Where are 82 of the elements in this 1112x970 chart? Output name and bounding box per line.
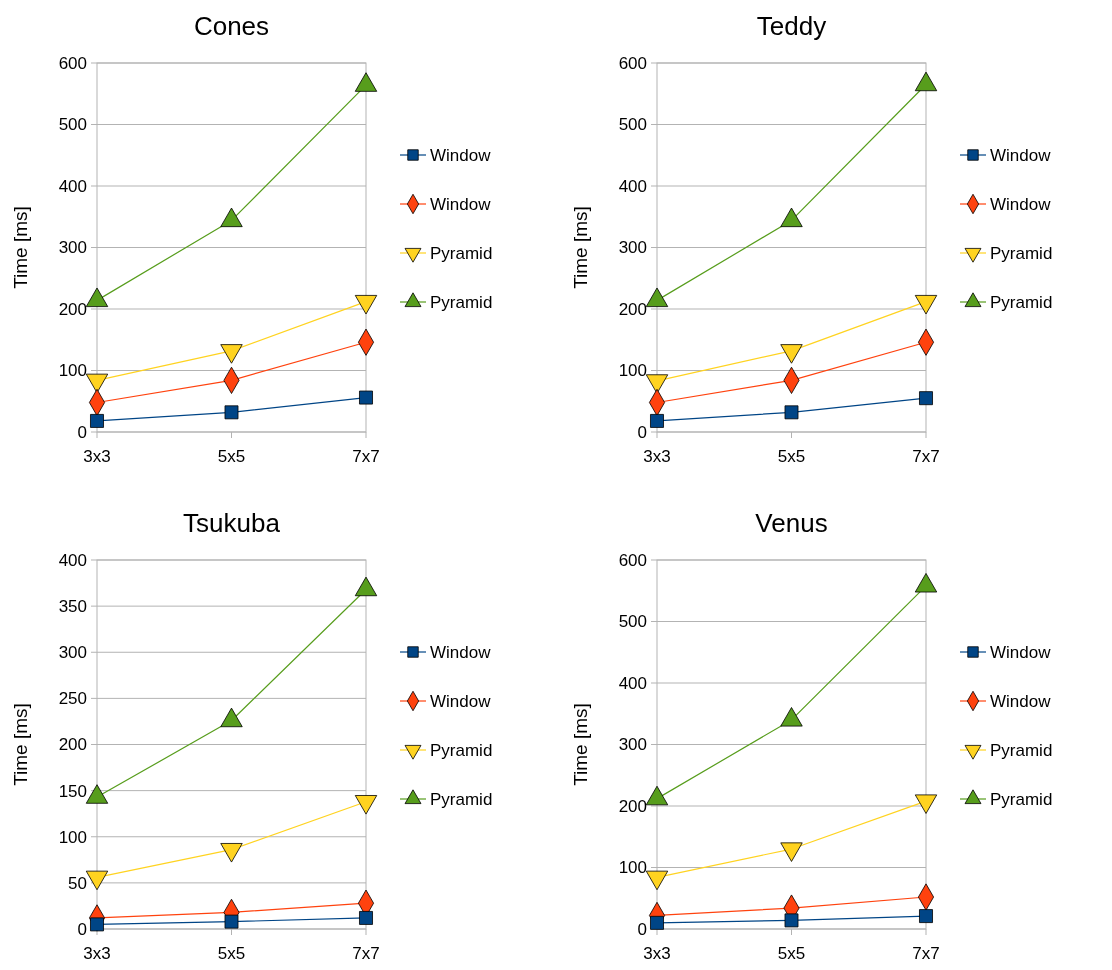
point — [220, 207, 243, 228]
legend-label: Window — [990, 194, 1052, 214]
legend-label: Window — [430, 194, 492, 214]
y-tick-label: 400 — [58, 176, 87, 196]
point — [919, 391, 933, 406]
y-tick-label: 250 — [58, 689, 87, 709]
y-tick-label: 100 — [618, 858, 647, 878]
x-tick-label: 5x5 — [217, 944, 246, 963]
chart-title: Cones — [193, 11, 270, 41]
y-tick-label: 300 — [58, 643, 87, 663]
y-tick-label: 200 — [58, 299, 87, 319]
point — [780, 707, 803, 727]
legend-label: Pyramid — [430, 789, 493, 809]
y-tick-label: 150 — [58, 781, 87, 801]
point — [90, 414, 104, 428]
y-tick-label: 300 — [618, 735, 647, 755]
y-tick-label: 100 — [58, 827, 87, 847]
y-tick-label: 100 — [58, 361, 87, 381]
x-tick-label: 7x7 — [912, 447, 940, 466]
x-tick-label: 3x3 — [83, 944, 111, 963]
y-tick-label: 200 — [58, 735, 87, 755]
point — [914, 71, 938, 92]
chart-title: Teddy — [756, 11, 827, 41]
y-tick-label: 0 — [77, 422, 87, 442]
legend-label: Window — [430, 642, 492, 662]
x-tick-label: 5x5 — [777, 944, 806, 963]
legend-label: Window — [430, 691, 492, 711]
point — [650, 414, 664, 428]
y-tick-label: 400 — [618, 176, 647, 196]
x-tick-label: 5x5 — [777, 447, 806, 466]
y-tick-label: 500 — [58, 115, 87, 135]
legend-label: Pyramid — [430, 740, 493, 760]
y-axis-title: Time [ms] — [10, 703, 31, 786]
y-axis-title: Time [ms] — [570, 206, 591, 289]
y-tick-label: 200 — [618, 299, 647, 319]
legend-label: Pyramid — [430, 292, 493, 312]
y-tick-label: 500 — [618, 115, 647, 135]
legend-label: Pyramid — [430, 243, 493, 263]
x-tick-label: 5x5 — [217, 447, 246, 466]
legend-label: Pyramid — [990, 789, 1053, 809]
legend-label: Window — [990, 145, 1052, 165]
point — [645, 785, 669, 806]
x-tick-label: 3x3 — [83, 447, 111, 466]
y-tick-label: 350 — [58, 597, 87, 617]
y-axis-title: Time [ms] — [570, 703, 591, 786]
point — [914, 573, 938, 593]
x-tick-label: 7x7 — [912, 944, 940, 963]
y-tick-label: 100 — [618, 361, 647, 381]
legend-label: Pyramid — [990, 740, 1053, 760]
legend-label: Pyramid — [990, 292, 1053, 312]
chart-title: Tsukuba — [183, 508, 281, 538]
x-tick-label: 3x3 — [643, 447, 671, 466]
point — [224, 405, 239, 420]
y-tick-label: 0 — [637, 422, 647, 442]
point — [784, 405, 799, 420]
y-tick-label: 300 — [58, 238, 87, 258]
x-tick-label: 3x3 — [643, 944, 671, 963]
y-axis-title: Time [ms] — [10, 206, 31, 289]
point — [919, 909, 933, 923]
point — [780, 207, 803, 228]
legend-label: Window — [990, 691, 1052, 711]
y-tick-label: 600 — [58, 53, 87, 73]
point — [650, 915, 664, 930]
y-tick-label: 0 — [637, 919, 647, 939]
y-tick-label: 400 — [618, 673, 647, 693]
point — [784, 913, 799, 928]
legend-label: Pyramid — [990, 243, 1053, 263]
y-tick-label: 600 — [618, 550, 647, 570]
y-tick-label: 200 — [618, 796, 647, 816]
y-tick-label: 0 — [77, 919, 87, 939]
legend-label: Window — [990, 642, 1052, 662]
x-tick-label: 7x7 — [352, 944, 380, 963]
y-tick-label: 300 — [618, 238, 647, 258]
x-tick-label: 7x7 — [352, 447, 380, 466]
point — [354, 72, 378, 92]
point — [359, 390, 373, 405]
chart-title: Venus — [755, 508, 828, 538]
y-tick-label: 600 — [618, 53, 647, 73]
y-tick-label: 500 — [618, 612, 647, 632]
legend-label: Window — [430, 145, 492, 165]
y-tick-label: 50 — [68, 873, 87, 893]
y-tick-label: 400 — [58, 550, 87, 570]
